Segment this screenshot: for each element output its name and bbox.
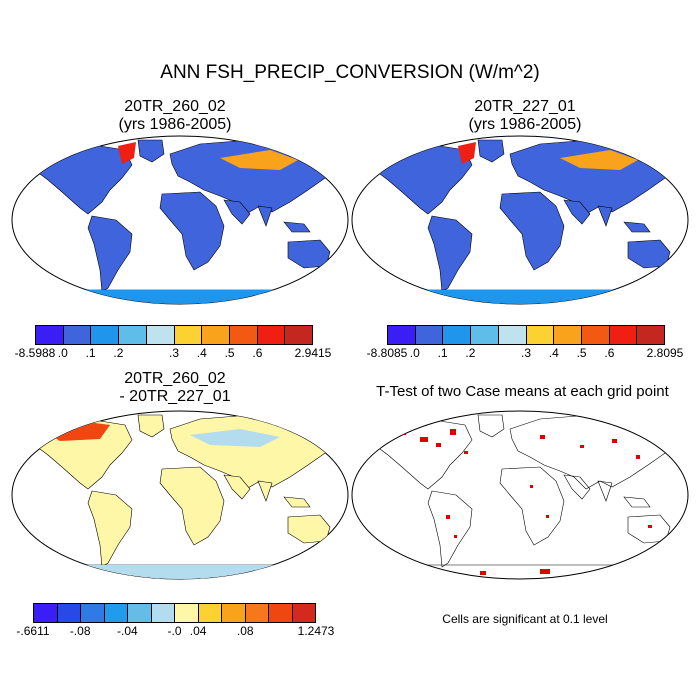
map-panel-4 bbox=[351, 410, 689, 580]
panel-4-title: T-Test of two Case means at each grid po… bbox=[350, 383, 695, 401]
colorbar-2-swatch bbox=[471, 326, 499, 344]
colorbar-2-swatch bbox=[415, 326, 444, 344]
map-panel-2 bbox=[351, 135, 689, 305]
colorbar-3-label: -.0 bbox=[167, 624, 182, 638]
significance-note: Cells are significant at 0.1 level bbox=[442, 612, 608, 626]
colorbar-2-label: .0 bbox=[409, 346, 420, 360]
colorbar-2-swatch bbox=[526, 326, 555, 344]
colorbar-3-label: -.08 bbox=[69, 624, 91, 638]
panel-2-title-line1: 20TR_227_01 bbox=[474, 98, 576, 115]
colorbar-3-swatch bbox=[57, 604, 81, 622]
colorbar-2-swatch bbox=[637, 326, 665, 344]
colorbar-2-label: .5 bbox=[576, 346, 587, 360]
colorbar-3-label: .04 bbox=[189, 624, 207, 638]
colorbar-3-swatch bbox=[104, 604, 128, 622]
colorbar-1-label: .5 bbox=[224, 346, 235, 360]
colorbar-1-label: .1 bbox=[85, 346, 96, 360]
colorbar-2-labels: -8.8085.0.1.2.3.4.5.6 2.8095 bbox=[0, 346, 700, 362]
colorbar-3-swatch bbox=[128, 604, 152, 622]
colorbar-2-swatch bbox=[388, 326, 416, 344]
colorbar-2-swatch bbox=[443, 326, 472, 344]
colorbar-3-swatch bbox=[34, 604, 58, 622]
colorbar-3-swatch bbox=[198, 604, 222, 622]
colorbar-3-label: .08 bbox=[236, 624, 254, 638]
colorbar-1-swatch bbox=[146, 326, 175, 344]
panel-2-title-line2: (yrs 1986-2005) bbox=[468, 116, 582, 133]
colorbar-1-label: .3 bbox=[168, 346, 180, 360]
panel-3-title-line2: - 20TR_227_01 bbox=[119, 388, 231, 405]
panel-1-title: 20TR_260_02 (yrs 1986-2005) bbox=[25, 98, 325, 134]
colorbar-2-label: -8.8085 bbox=[366, 346, 408, 360]
panel-1-title-line1: 20TR_260_02 bbox=[124, 98, 226, 115]
colorbar-2-swatch bbox=[498, 326, 527, 344]
colorbar-2-label: .4 bbox=[548, 346, 559, 360]
colorbar-1-swatch bbox=[119, 326, 147, 344]
colorbar-1-label: .2 bbox=[113, 346, 124, 360]
panel-2-title: 20TR_227_01 (yrs 1986-2005) bbox=[375, 98, 675, 134]
colorbar-2-label: 2.8095 bbox=[646, 346, 684, 360]
colorbar-3-swatch bbox=[151, 604, 175, 622]
colorbar-3-swatch bbox=[245, 604, 269, 622]
colorbar-1-label: .0 bbox=[57, 346, 68, 360]
colorbar-2-swatch bbox=[581, 326, 610, 344]
colorbar-2 bbox=[387, 325, 665, 345]
colorbar-2-label: .2 bbox=[465, 346, 476, 360]
panel-1-title-line2: (yrs 1986-2005) bbox=[118, 116, 232, 133]
map-panel-3 bbox=[11, 410, 349, 580]
colorbar-1-labels: -8.5988.0.1.2.3.4.5.6 2.9415 bbox=[0, 346, 700, 362]
colorbar-2-label: .3 bbox=[520, 346, 532, 360]
colorbar-3-labels: -.6611 -.08 -.04 -.0 .04 .08 1.2473 bbox=[0, 624, 700, 640]
colorbar-1-swatch bbox=[202, 326, 230, 344]
colorbar-1-swatch bbox=[229, 326, 258, 344]
figure-title: ANN FSH_PRECIP_CONVERSION (W/m^2) bbox=[160, 62, 540, 83]
colorbar-3-swatch bbox=[269, 604, 293, 622]
panel-3-title-line1: 20TR_260_02 bbox=[124, 370, 226, 387]
colorbar-3-swatch bbox=[81, 604, 105, 622]
colorbar-1-swatch bbox=[36, 326, 64, 344]
colorbar-1-label: .6 bbox=[252, 346, 263, 360]
colorbar-1-swatch bbox=[285, 326, 313, 344]
colorbar-1-label: 2.9415 bbox=[294, 346, 332, 360]
colorbar-3-swatch bbox=[222, 604, 246, 622]
colorbar-1-swatch bbox=[63, 326, 92, 344]
colorbar-2-swatch bbox=[554, 326, 582, 344]
panel-3-title: 20TR_260_02 - 20TR_227_01 bbox=[25, 370, 325, 406]
colorbar-3-label: 1.2473 bbox=[297, 624, 335, 638]
panel-4-title-line1: T-Test of two Case means at each grid po… bbox=[376, 383, 669, 400]
colorbar-3-label: -.04 bbox=[116, 624, 138, 638]
colorbar-2-swatch bbox=[609, 326, 638, 344]
colorbar-3-label: -.6611 bbox=[16, 624, 50, 638]
colorbar-1 bbox=[35, 325, 313, 345]
colorbar-1-swatch bbox=[257, 326, 286, 344]
map-panel-1 bbox=[11, 135, 349, 305]
colorbar-2-label: .6 bbox=[604, 346, 615, 360]
colorbar-1-swatch bbox=[91, 326, 120, 344]
colorbar-3-swatch bbox=[175, 604, 199, 622]
colorbar-1-label: .4 bbox=[196, 346, 207, 360]
colorbar-2-label: .1 bbox=[437, 346, 448, 360]
colorbar-1-swatch bbox=[174, 326, 203, 344]
colorbar-3-swatch bbox=[292, 604, 315, 622]
colorbar-1-label: -8.5988 bbox=[14, 346, 56, 360]
colorbar-3 bbox=[33, 603, 316, 623]
